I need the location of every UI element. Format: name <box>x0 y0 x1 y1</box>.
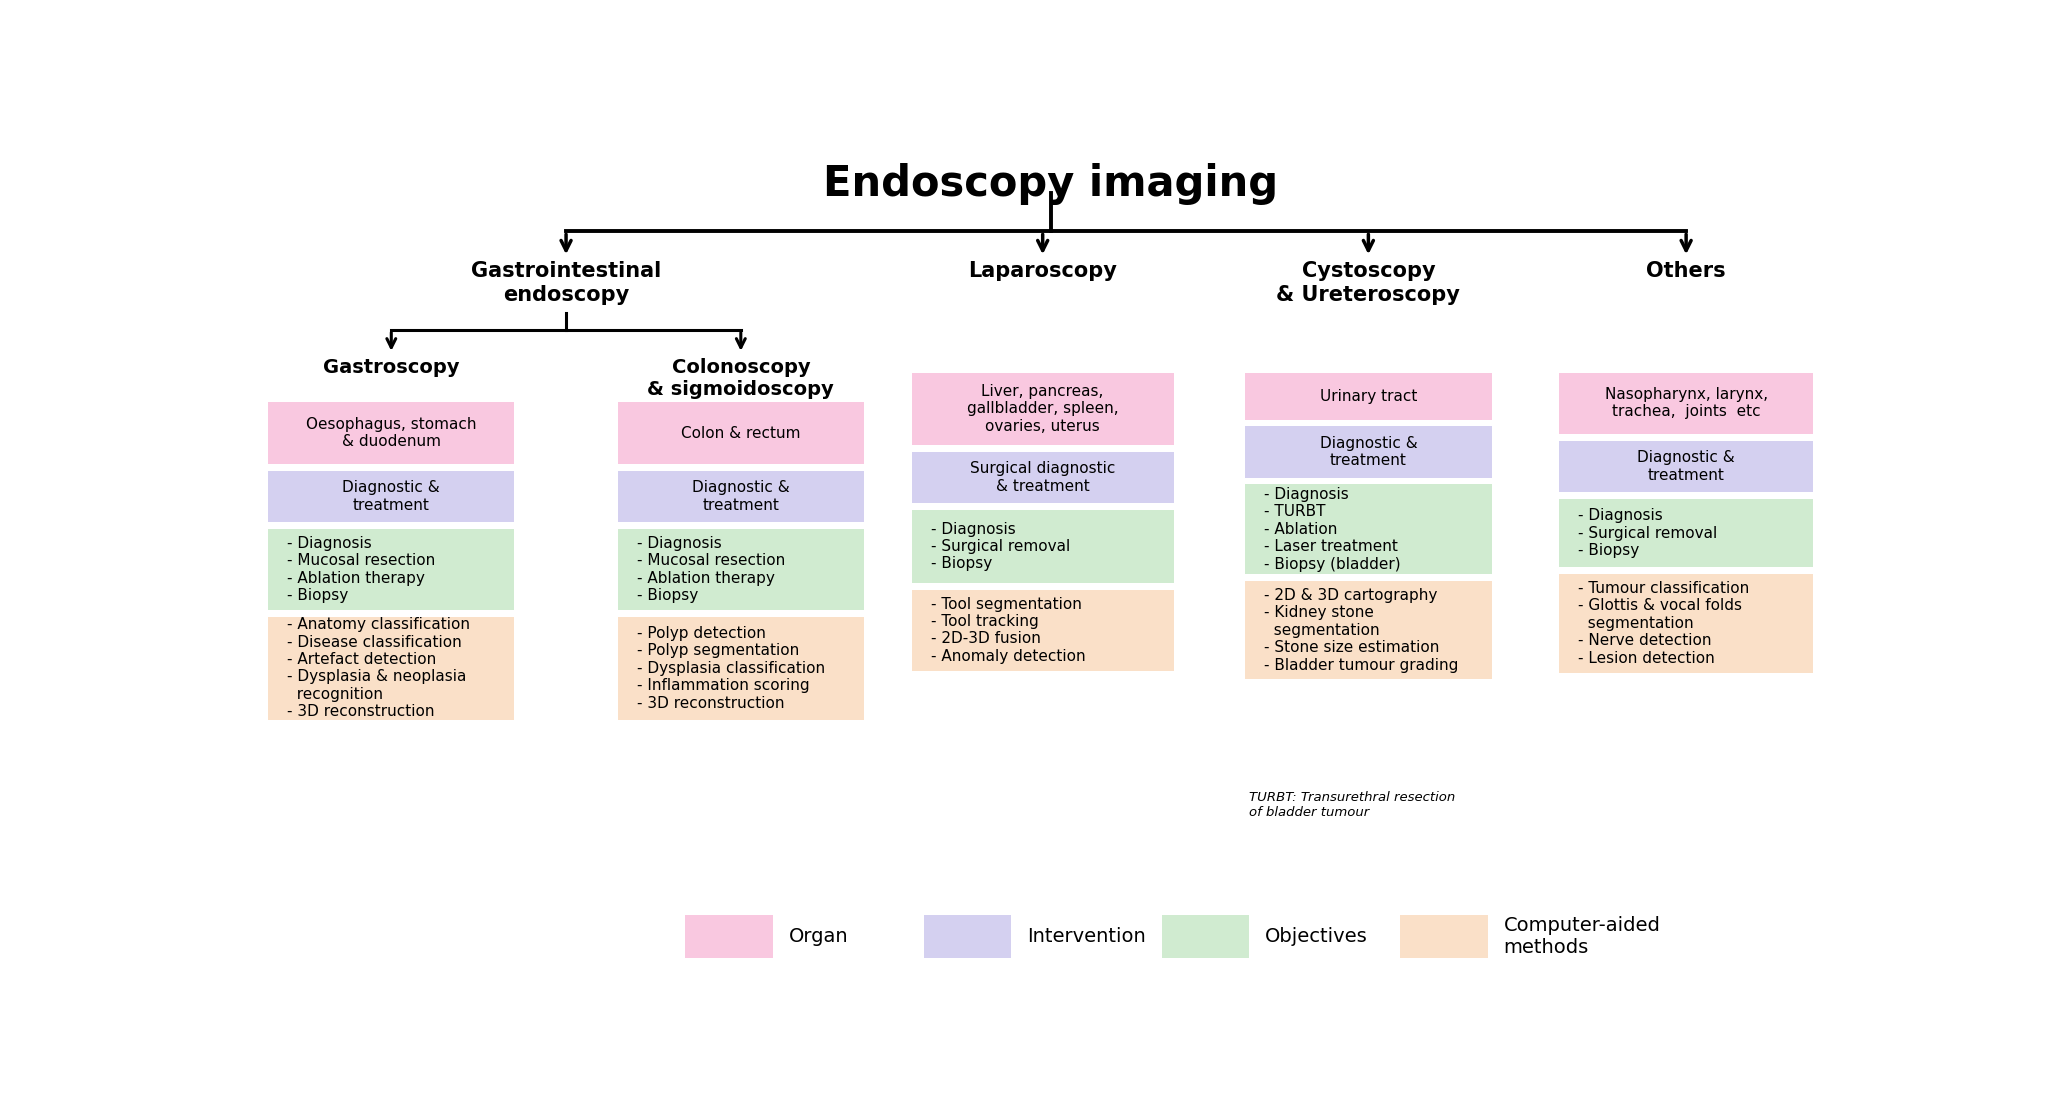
Bar <box>269 403 515 464</box>
Text: - Diagnosis
- Surgical removal
- Biopsy: - Diagnosis - Surgical removal - Biopsy <box>1578 508 1718 558</box>
Text: Diagnostic &
treatment: Diagnostic & treatment <box>693 481 789 513</box>
Text: TURBT: Transurethral resection
of bladder tumour: TURBT: Transurethral resection of bladde… <box>1248 791 1456 819</box>
Text: - Polyp detection
- Polyp segmentation
- Dysplasia classification
- Inflammation: - Polyp detection - Polyp segmentation -… <box>638 626 824 710</box>
Bar <box>922 916 1011 958</box>
Text: Cystoscopy
& Ureteroscopy: Cystoscopy & Ureteroscopy <box>1277 262 1460 304</box>
Bar <box>1244 373 1492 420</box>
Text: Gastroscopy: Gastroscopy <box>324 359 459 377</box>
Text: Gastrointestinal
endoscopy: Gastrointestinal endoscopy <box>472 262 662 304</box>
Text: Surgical diagnostic
& treatment: Surgical diagnostic & treatment <box>970 462 1115 494</box>
Bar <box>685 916 773 958</box>
Text: Diagnostic &
treatment: Diagnostic & treatment <box>1320 436 1417 468</box>
Bar <box>617 617 863 719</box>
Text: Endoscopy imaging: Endoscopy imaging <box>822 163 1279 205</box>
Text: Urinary tract: Urinary tract <box>1320 388 1417 404</box>
Bar <box>617 529 863 611</box>
Text: - Diagnosis
- Mucosal resection
- Ablation therapy
- Biopsy: - Diagnosis - Mucosal resection - Ablati… <box>638 536 785 603</box>
Text: - Tool segmentation
- Tool tracking
- 2D-3D fusion
- Anomaly detection: - Tool segmentation - Tool tracking - 2D… <box>931 596 1084 664</box>
Text: Laparoscopy: Laparoscopy <box>968 262 1117 282</box>
Bar <box>1162 916 1248 958</box>
Text: - Tumour classification
- Glottis & vocal folds
  segmentation
- Nerve detection: - Tumour classification - Glottis & voca… <box>1578 581 1749 666</box>
Text: Others: Others <box>1646 262 1726 282</box>
Text: - Anatomy classification
- Disease classification
- Artefact detection
- Dysplas: - Anatomy classification - Disease class… <box>287 617 469 719</box>
Text: Nasopharynx, larynx,
trachea,  joints  etc: Nasopharynx, larynx, trachea, joints etc <box>1605 387 1767 420</box>
Bar <box>1560 373 1814 434</box>
Bar <box>912 452 1175 503</box>
Bar <box>617 403 863 464</box>
Bar <box>617 471 863 522</box>
Text: - Diagnosis
- TURBT
- Ablation
- Laser treatment
- Biopsy (bladder): - Diagnosis - TURBT - Ablation - Laser t… <box>1265 487 1400 572</box>
Bar <box>1244 426 1492 477</box>
Text: Organ: Organ <box>789 927 849 946</box>
Bar <box>1400 916 1488 958</box>
Bar <box>269 529 515 611</box>
Text: Diagnostic &
treatment: Diagnostic & treatment <box>1638 451 1734 483</box>
Text: Liver, pancreas,
gallbladder, spleen,
ovaries, uterus: Liver, pancreas, gallbladder, spleen, ov… <box>968 384 1119 434</box>
Bar <box>1560 574 1814 673</box>
Bar <box>269 617 515 719</box>
Bar <box>912 511 1175 583</box>
Bar <box>912 589 1175 670</box>
Text: Intervention: Intervention <box>1027 927 1146 946</box>
Text: Computer-aided
methods: Computer-aided methods <box>1503 916 1660 957</box>
Bar <box>269 471 515 522</box>
Bar <box>1244 484 1492 574</box>
Text: Colon & rectum: Colon & rectum <box>681 426 802 441</box>
Text: Colonoscopy
& sigmoidoscopy: Colonoscopy & sigmoidoscopy <box>648 359 834 398</box>
Text: Oesophagus, stomach
& duodenum: Oesophagus, stomach & duodenum <box>305 417 476 450</box>
Text: Diagnostic &
treatment: Diagnostic & treatment <box>342 481 441 513</box>
Text: - 2D & 3D cartography
- Kidney stone
  segmentation
- Stone size estimation
- Bl: - 2D & 3D cartography - Kidney stone seg… <box>1265 588 1460 673</box>
Bar <box>1244 581 1492 679</box>
Bar <box>912 373 1175 445</box>
Text: - Diagnosis
- Surgical removal
- Biopsy: - Diagnosis - Surgical removal - Biopsy <box>931 522 1070 572</box>
Bar <box>1560 441 1814 492</box>
Bar <box>1560 500 1814 567</box>
Text: - Diagnosis
- Mucosal resection
- Ablation therapy
- Biopsy: - Diagnosis - Mucosal resection - Ablati… <box>287 536 435 603</box>
Text: Objectives: Objectives <box>1265 927 1367 946</box>
